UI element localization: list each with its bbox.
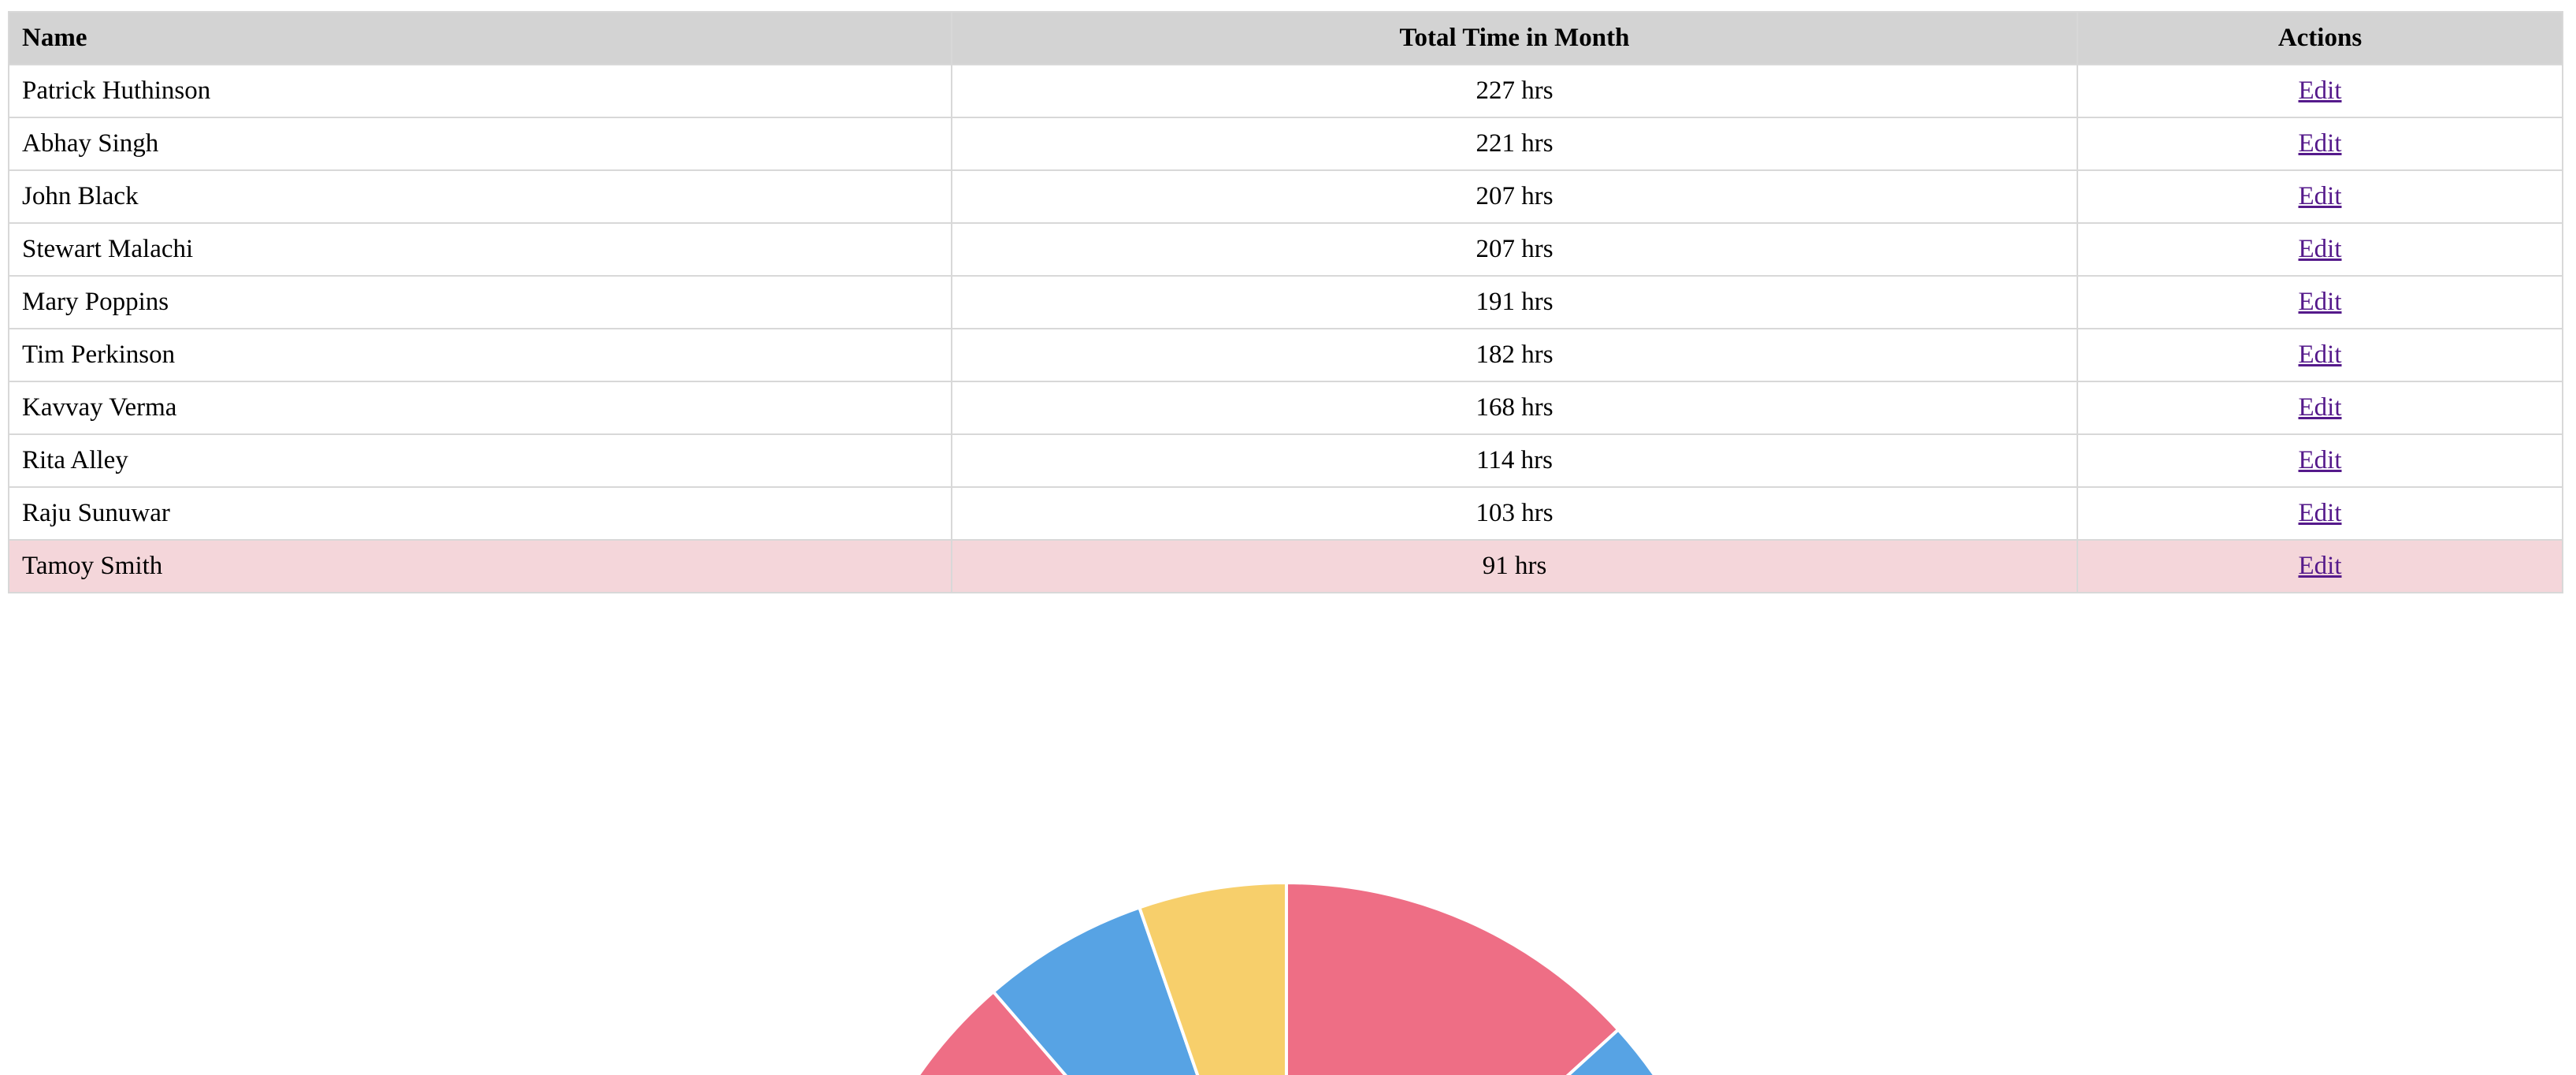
time-cell: 207 hrs xyxy=(951,169,2078,224)
table-row: Mary Poppins 191 hrs Edit xyxy=(8,275,2563,329)
time-cell: 227 hrs xyxy=(951,64,2078,118)
edit-link[interactable]: Edit xyxy=(2298,288,2342,316)
name-cell: Mary Poppins xyxy=(8,275,952,329)
time-cell: 103 hrs xyxy=(951,486,2078,541)
edit-link[interactable]: Edit xyxy=(2298,552,2342,580)
edit-link[interactable]: Edit xyxy=(2298,446,2342,474)
time-table: Name Total Time in Month Actions Patrick H… xyxy=(8,11,2563,593)
table-row: Raju Sunuwar 103 hrs Edit xyxy=(8,486,2563,541)
edit-link[interactable]: Edit xyxy=(2298,129,2342,158)
column-header: Name xyxy=(8,11,952,65)
action-cell: Edit xyxy=(2077,222,2563,277)
name-cell: Rita Alley xyxy=(8,433,952,488)
time-cell: 221 hrs xyxy=(951,117,2078,171)
table-row: Tim Perkinson 182 hrs Edit xyxy=(8,328,2563,382)
time-cell: 207 hrs xyxy=(951,222,2078,277)
table-row: Rita Alley 114 hrs Edit xyxy=(8,433,2563,488)
pie-slice xyxy=(991,905,1200,1075)
pie-slice xyxy=(1565,1027,1657,1075)
table-row: Abhay Singh 221 hrs Edit xyxy=(8,117,2563,171)
time-cell: 114 hrs xyxy=(951,433,2078,488)
action-cell: Edit xyxy=(2077,486,2563,541)
action-cell: Edit xyxy=(2077,539,2563,593)
table-row: Kavvay Verma 168 hrs Edit xyxy=(8,381,2563,435)
action-cell: Edit xyxy=(2077,64,2563,118)
pie-slice xyxy=(1137,880,1288,1075)
name-cell: Abhay Singh xyxy=(8,117,952,171)
name-cell: Raju Sunuwar xyxy=(8,486,952,541)
table-row: Stewart Malachi 207 hrs Edit xyxy=(8,222,2563,277)
action-cell: Edit xyxy=(2077,381,2563,435)
table-row: Patrick Huthinson 227 hrs Edit xyxy=(8,64,2563,118)
table-row: John Black 207 hrs Edit xyxy=(8,169,2563,224)
pie-slice xyxy=(916,989,1067,1075)
time-cell: 191 hrs xyxy=(951,275,2078,329)
name-cell: Tamoy Smith xyxy=(8,539,952,593)
edit-link[interactable]: Edit xyxy=(2298,235,2342,263)
name-cell: Patrick Huthinson xyxy=(8,64,952,118)
table-row: Tamoy Smith 91 hrs Edit xyxy=(8,539,2563,593)
edit-link[interactable]: Edit xyxy=(2298,393,2342,422)
action-cell: Edit xyxy=(2077,275,2563,329)
name-cell: Tim Perkinson xyxy=(8,328,952,382)
column-header: Actions xyxy=(2077,11,2563,65)
time-cell: 182 hrs xyxy=(951,328,2078,382)
name-cell: Kavvay Verma xyxy=(8,381,952,435)
header-row: Name Total Time in Month Actions xyxy=(8,11,2563,65)
time-cell: 91 hrs xyxy=(951,539,2078,593)
action-cell: Edit xyxy=(2077,433,2563,488)
edit-link[interactable]: Edit xyxy=(2298,340,2342,369)
action-cell: Edit xyxy=(2077,117,2563,171)
edit-link[interactable]: Edit xyxy=(2298,499,2342,527)
edit-link[interactable]: Edit xyxy=(2298,76,2342,105)
pie-slice xyxy=(1285,880,1621,1075)
action-cell: Edit xyxy=(2077,169,2563,224)
edit-link[interactable]: Edit xyxy=(2298,182,2342,210)
action-cell: Edit xyxy=(2077,328,2563,382)
time-cell: 168 hrs xyxy=(951,381,2078,435)
name-cell: John Black xyxy=(8,169,952,224)
name-cell: Stewart Malachi xyxy=(8,222,952,277)
column-header: Total Time in Month xyxy=(951,11,2078,65)
